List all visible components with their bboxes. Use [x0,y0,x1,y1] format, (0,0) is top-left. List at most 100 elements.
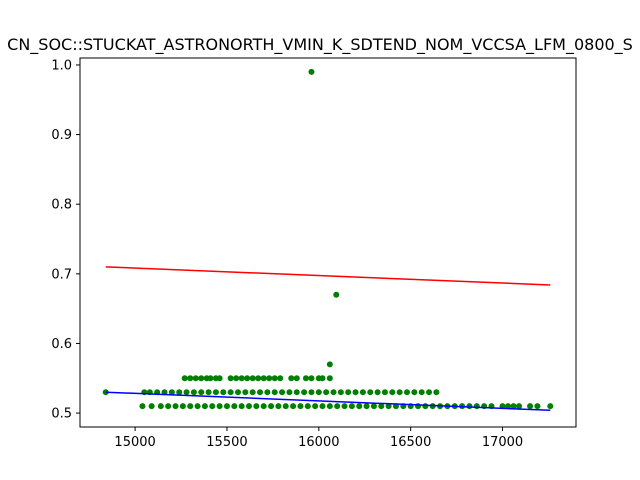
data-point [326,375,333,382]
data-point [242,389,249,396]
data-point [187,375,194,382]
x-tick-label: 15000 [114,435,155,450]
data-point [231,403,238,410]
data-point [172,403,179,410]
data-point [389,389,396,396]
data-point [179,403,186,410]
y-tick-label: 0.6 [51,337,72,352]
data-point [249,389,256,396]
data-point [381,389,388,396]
data-point [207,375,214,382]
data-point [187,403,194,410]
data-point [279,389,286,396]
data-point [266,375,273,382]
data-point [333,291,340,298]
data-point [356,403,363,410]
data-point [205,389,212,396]
data-point [282,403,289,410]
data-point [233,375,240,382]
data-point [527,403,534,410]
data-point [337,389,344,396]
data-point [403,389,410,396]
data-point [378,403,385,410]
data-point [534,403,541,410]
data-point [473,403,480,410]
data-point [297,403,304,410]
data-point [363,403,370,410]
data-point [510,403,517,410]
x-axis-ticks: 15000 15500 16000 16500 17000 [114,427,523,450]
data-point [326,403,333,410]
data-point [194,403,201,410]
data-point [374,389,381,396]
x-tick-label: 17000 [482,435,523,450]
x-tick-label: 16500 [390,435,431,450]
data-point [418,389,425,396]
data-point [260,403,267,410]
data-point [286,389,293,396]
data-point [415,403,422,410]
y-tick-label: 0.5 [51,407,72,422]
data-point [139,403,146,410]
data-point [249,375,256,382]
data-point [244,375,251,382]
data-point [268,403,275,410]
trend-line [105,391,551,412]
data-point [308,68,315,75]
data-point [547,403,554,410]
data-point [212,389,219,396]
y-tick-label: 1.0 [51,58,72,73]
data-point [275,403,282,410]
data-point [271,375,278,382]
data-point [422,403,429,410]
data-point [220,389,227,396]
data-point [352,389,359,396]
data-point [253,403,260,410]
y-tick-label: 0.9 [51,128,72,143]
data-point [370,403,377,410]
data-point [183,389,190,396]
data-point [246,403,253,410]
data-point [227,375,234,382]
data-point [257,389,264,396]
data-point [165,403,172,410]
data-point [201,403,208,410]
data-point [209,403,216,410]
data-point [516,403,523,410]
data-point [308,389,315,396]
trend-line [105,266,551,286]
data-point [302,375,309,382]
data-point [505,403,512,410]
data-point [277,375,284,382]
data-point [411,389,418,396]
trend-lines [105,266,551,412]
data-point [290,403,297,410]
data-point [227,389,234,396]
data-point [385,403,392,410]
data-point [168,389,175,396]
data-point [192,375,199,382]
data-point [301,389,308,396]
data-point [466,403,473,410]
data-point [293,389,300,396]
data-point [304,403,311,410]
y-axis-ticks: 0.5 0.6 0.7 0.8 0.9 1.0 [51,58,80,422]
plot-frame [79,57,577,428]
data-point [334,403,341,410]
data-point [260,375,267,382]
data-point [396,389,403,396]
data-point [198,389,205,396]
data-point [319,403,326,410]
data-point [198,375,205,382]
data-point [426,389,433,396]
data-point [190,389,197,396]
data-point [148,403,155,410]
data-point [238,375,245,382]
data-point [293,375,300,382]
data-point [323,389,330,396]
data-point [271,389,278,396]
data-point [223,403,230,410]
data-point [157,403,164,410]
